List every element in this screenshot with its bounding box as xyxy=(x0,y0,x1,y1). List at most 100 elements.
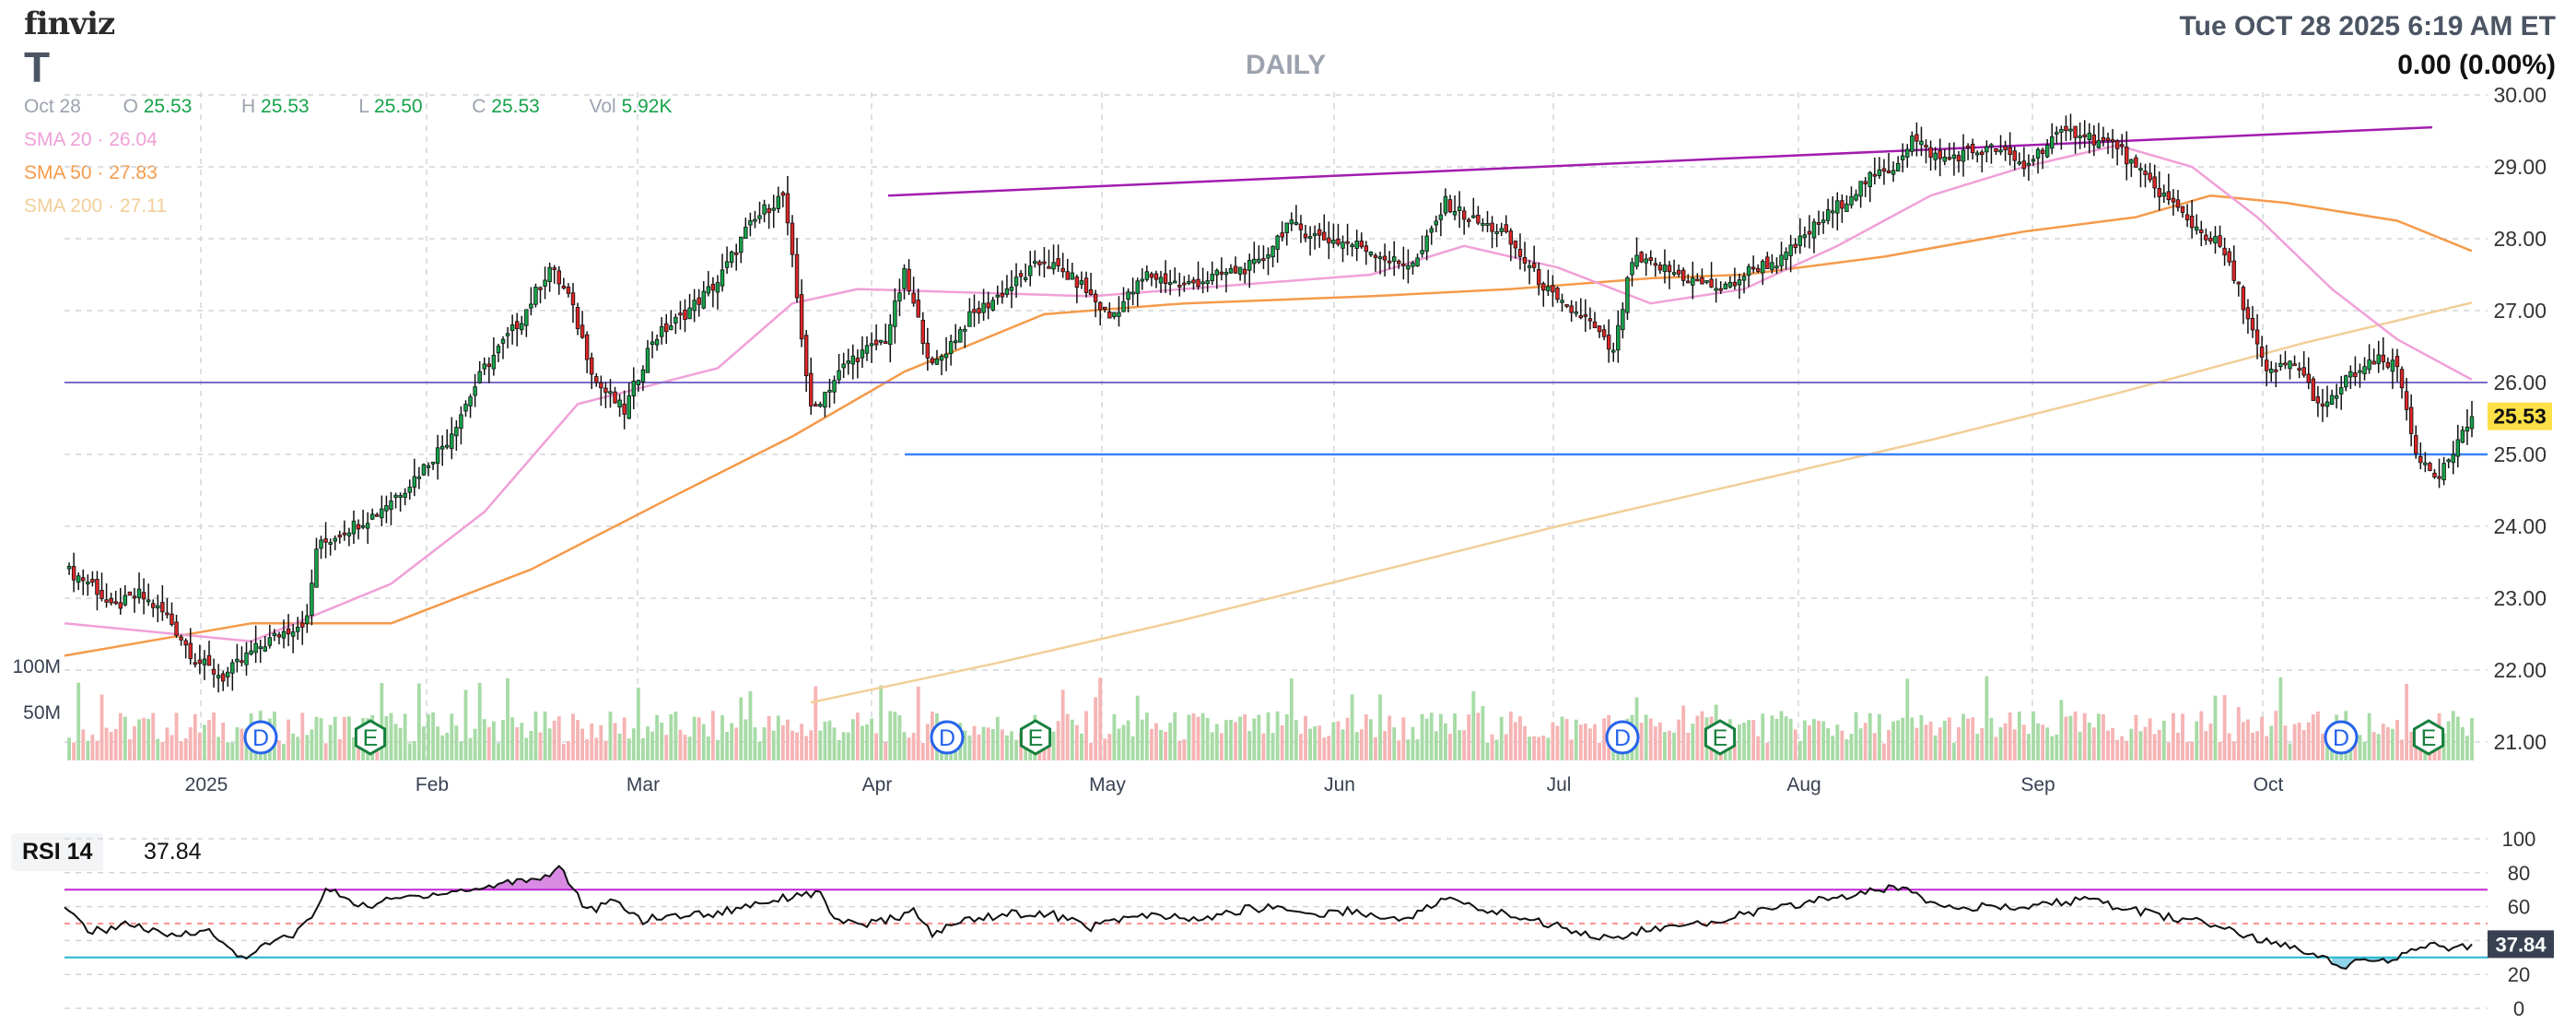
candle-body xyxy=(1676,269,1681,275)
candle-down xyxy=(1648,250,1653,265)
volume-bar xyxy=(1672,732,1676,760)
finviz-logo[interactable]: finviz xyxy=(24,6,115,42)
candle-down xyxy=(1700,268,1704,285)
candle-down xyxy=(603,382,608,408)
volume-bar xyxy=(2152,734,2157,760)
candle-up xyxy=(426,462,431,477)
candle-body xyxy=(543,279,547,287)
volume-bar xyxy=(2371,732,2376,760)
candle-up xyxy=(1774,257,1779,275)
candle-body xyxy=(599,382,603,389)
candle-up xyxy=(1644,253,1648,277)
candle-down xyxy=(1569,300,1574,323)
candle-body xyxy=(2064,125,2068,132)
volume-bar xyxy=(156,738,160,760)
rsi-tick-label: 80 xyxy=(2508,862,2530,885)
candle-body xyxy=(1009,287,1014,291)
candle-body xyxy=(1467,219,1471,222)
candle-body xyxy=(2338,387,2344,394)
candle-down xyxy=(188,628,193,665)
candle-up xyxy=(1070,262,1075,280)
candle-up xyxy=(533,283,538,308)
candle-body xyxy=(1616,324,1621,351)
candle-up xyxy=(1205,271,1210,292)
candle-body xyxy=(2344,375,2348,388)
candle-body xyxy=(2199,229,2204,233)
candle-body xyxy=(2236,281,2242,285)
candle-body xyxy=(1224,271,1229,276)
candle-up xyxy=(76,572,81,591)
volume-bar xyxy=(1528,736,1532,760)
candle-body xyxy=(1956,155,1961,162)
candle-body xyxy=(790,222,795,255)
candle-body xyxy=(631,381,637,397)
volume-bar xyxy=(1896,720,1901,760)
candle-up xyxy=(310,569,314,626)
candle-body xyxy=(454,427,459,437)
candle-down xyxy=(1751,255,1756,274)
timeframe-label[interactable]: DAILY xyxy=(1246,50,1327,80)
candle-body xyxy=(1317,229,1322,236)
candle-up xyxy=(520,315,524,336)
candle-body xyxy=(692,300,697,312)
candle-down xyxy=(552,265,556,284)
candle-up xyxy=(1237,266,1243,281)
ohlc-date: Oct 28 xyxy=(24,96,81,117)
candle-down xyxy=(2315,385,2321,418)
candle-up xyxy=(1284,222,1289,246)
candle-up xyxy=(2362,357,2367,381)
volume-bar xyxy=(1144,712,1149,760)
volume-bar xyxy=(1756,736,1761,760)
candle-body xyxy=(1695,278,1700,282)
volume-bar xyxy=(2171,712,2175,760)
volume-bar xyxy=(300,712,305,760)
candle-body xyxy=(1868,171,1872,187)
candle-up xyxy=(846,348,850,375)
volume-bar xyxy=(412,741,416,760)
candle-down xyxy=(2143,163,2148,188)
volume-bar xyxy=(2222,695,2227,760)
candle-body xyxy=(1840,200,1844,209)
candle-down xyxy=(2040,147,2045,170)
volume-bar xyxy=(230,742,235,760)
candle-down xyxy=(211,658,217,688)
volume-bar xyxy=(920,742,925,760)
candle-up xyxy=(416,466,422,489)
volume-bar xyxy=(2064,716,2068,760)
volume-bar xyxy=(1317,725,1322,760)
candle-body xyxy=(520,323,524,331)
volume-bar xyxy=(2465,736,2469,760)
candle-down xyxy=(1317,222,1322,248)
candle-body xyxy=(902,267,907,289)
candle-body xyxy=(1481,223,1485,226)
volume-bar xyxy=(1998,727,2003,760)
candle-body xyxy=(664,323,669,333)
volume-bar xyxy=(1084,711,1088,760)
candle-up xyxy=(963,324,967,348)
sma20-legend[interactable]: SMA 20 · 26.04 xyxy=(24,129,158,150)
candle-down xyxy=(1401,246,1406,280)
rsi-chart[interactable]: 100806040200 37.84 xyxy=(0,820,2576,1036)
candle-body xyxy=(2367,359,2371,371)
candle-body xyxy=(2269,369,2274,373)
rsi-title[interactable]: RSI 14 xyxy=(11,833,104,871)
candle-up xyxy=(827,379,832,408)
candle-up xyxy=(1900,143,1905,172)
candle-up xyxy=(841,352,846,379)
volume-bar xyxy=(986,727,990,760)
candle-body xyxy=(1994,147,1998,152)
candle-body xyxy=(1797,235,1803,246)
candle-up xyxy=(1671,259,1677,277)
candle-body xyxy=(654,338,660,346)
volume-bar xyxy=(1975,734,1980,760)
candle-down xyxy=(911,277,916,307)
candle-body xyxy=(748,219,753,226)
candle-down xyxy=(1322,214,1327,241)
candle-up xyxy=(1985,140,1989,163)
sma200-legend[interactable]: SMA 200 · 27.11 xyxy=(24,195,167,217)
volume-bar xyxy=(1350,694,1354,760)
candle-body xyxy=(258,646,263,650)
candle-body xyxy=(846,360,850,364)
volume-bar xyxy=(501,720,505,760)
